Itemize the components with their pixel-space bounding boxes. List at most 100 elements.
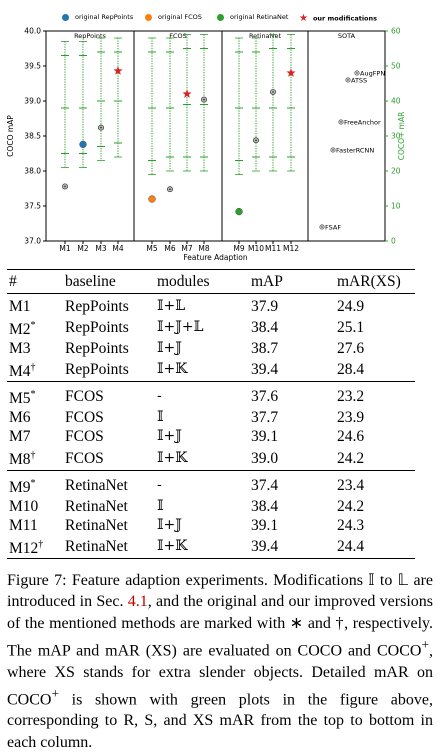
header-cell: mAP	[251, 273, 283, 290]
table-row: M5* FCOS - 37.6 23.2	[7, 381, 415, 409]
original-point	[79, 140, 87, 149]
row-id: M8†	[9, 450, 36, 469]
row-baseline: RetinaNet	[65, 476, 128, 494]
sota-point-center	[321, 226, 323, 228]
variant-point-center	[169, 188, 171, 190]
y-right-tick-label: 60	[391, 27, 401, 36]
sota-point-center	[356, 72, 358, 74]
sota-label: ATSS	[351, 77, 367, 85]
x-tick-label: M4	[112, 244, 123, 253]
section-reference-link[interactable]: 4.1	[127, 593, 148, 611]
figure-caption: Figure 7: Feature adaption experiments. …	[7, 570, 433, 753]
y-tick-label: 37.0	[24, 237, 41, 246]
variant-point-center	[64, 185, 66, 188]
row-mar-xs: 23.9	[337, 409, 365, 427]
table-row: M3 RepPoints 𝕀+𝕁 38.7 27.6	[7, 339, 415, 358]
row-modules: 𝕀+𝕂	[157, 449, 188, 466]
table-row: M6 FCOS 𝕀 37.7 23.9	[7, 408, 415, 427]
y-right-tick-label: 40	[391, 97, 401, 106]
sota-point-center	[332, 149, 334, 151]
table-row: M2* RepPoints 𝕀+𝕁+𝕃 38.4 25.1	[7, 316, 415, 339]
row-modules: 𝕀	[157, 409, 164, 426]
y-right-tick-label: 50	[391, 62, 401, 71]
row-map: 39.1	[251, 428, 279, 446]
table-row: M9* RetinaNet - 37.4 23.4	[7, 470, 415, 497]
x-tick-label: M10	[248, 244, 264, 253]
legend-label: our modifications	[312, 14, 378, 23]
legend-original-reppoints: original RepPoints	[62, 13, 133, 21]
y-axis-label: COCO mAP	[6, 115, 15, 157]
x-axis-label: Feature Adaption	[183, 253, 247, 262]
row-modules: -	[157, 388, 162, 405]
row-mar-xs: 24.9	[337, 298, 365, 315]
row-id: M11	[9, 516, 38, 534]
legend-original-retinanet: original RetinaNet	[217, 13, 288, 21]
row-mar-xs: 23.2	[337, 388, 365, 406]
sota-label: FasterRCNN	[336, 147, 374, 155]
legend-star-icon: ★	[299, 13, 308, 24]
y-tick-label: 38.5	[24, 132, 41, 141]
modification-star	[286, 68, 296, 77]
row-baseline: RetinaNet	[65, 516, 128, 534]
sota-point-center	[347, 79, 349, 81]
header-cell: #	[9, 273, 17, 290]
table-body: M9* RetinaNet - 37.4 23.4 M10 RetinaNet 𝕀 38.4 24…	[7, 470, 415, 559]
row-mar-xs: 24.2	[337, 497, 365, 515]
legend-original-fcos: original FCOS	[145, 13, 202, 21]
row-id: M9*	[9, 477, 36, 496]
y-right-tick-label: 10	[391, 202, 401, 211]
row-modules: 𝕀+𝕂	[157, 361, 188, 378]
row-baseline: RetinaNet	[65, 497, 128, 515]
row-modules: 𝕀+𝕁	[157, 340, 182, 357]
y-tick-label: 39.5	[24, 62, 41, 71]
row-map: 37.7	[251, 409, 279, 427]
sota-label: FreeAnchor	[344, 119, 381, 127]
sota-label: FSAF	[325, 224, 341, 232]
row-mar-xs: 23.4	[337, 476, 365, 494]
table-body: M5* FCOS - 37.6 23.2 M6 FCOS 𝕀 37.7 23.9 M7 FCOS 𝕀+𝕁…	[7, 381, 415, 470]
row-map: 37.4	[251, 476, 279, 494]
x-tick-label: M6	[164, 244, 175, 253]
caption-text: Figure 7: Feature adaption experiments. …	[7, 572, 433, 611]
table-row: M10 RetinaNet 𝕀 38.4 24.2	[7, 497, 415, 516]
row-baseline: FCOS	[65, 428, 104, 446]
row-modules: 𝕀+𝕁+𝕃	[157, 319, 204, 336]
row-id: M1	[9, 298, 31, 315]
row-id: M5*	[9, 389, 36, 408]
row-map: 38.4	[251, 497, 279, 515]
original-point	[235, 207, 243, 216]
row-id: M2*	[9, 320, 36, 339]
y-tick-label: 39.0	[24, 97, 41, 106]
x-tick-label: M2	[77, 244, 88, 253]
y-right-axis-label: COCO+ mAR	[397, 112, 406, 161]
header-cell: modules	[157, 273, 210, 290]
row-mar-xs: 24.6	[337, 428, 365, 446]
row-mar-xs: 25.1	[337, 319, 365, 337]
panel-title: RepPoints	[74, 32, 106, 40]
row-modules: 𝕀	[157, 497, 164, 514]
original-point	[148, 195, 156, 203]
row-baseline: FCOS	[65, 449, 104, 467]
row-map: 39.4	[251, 537, 279, 555]
table-body: M1 RepPoints 𝕀+𝕃 37.9 24.9 M2* RepPoints 𝕀+𝕁+𝕃 3…	[7, 294, 415, 382]
row-id: M6	[9, 409, 31, 427]
row-mar-xs: 27.6	[337, 340, 365, 358]
modification-star	[182, 89, 192, 98]
legend-dot-blue	[62, 13, 69, 21]
row-baseline: RepPoints	[65, 298, 129, 315]
row-baseline: RepPoints	[65, 361, 129, 379]
row-map: 38.4	[251, 319, 279, 337]
table-row: M1 RepPoints 𝕀+𝕃 37.9 24.9	[7, 294, 415, 317]
legend-dot-orange	[145, 13, 152, 21]
modification-star	[113, 66, 123, 75]
row-id: M10	[9, 497, 39, 515]
table-header-row: # baseline modules mAP mAR(XS)	[7, 269, 415, 294]
header-cell: baseline	[65, 273, 116, 290]
x-tick-label: M9	[233, 244, 244, 253]
plot-frame	[45, 30, 386, 242]
row-baseline: RepPoints	[65, 340, 129, 358]
row-map: 37.6	[251, 388, 279, 406]
variant-point-center	[272, 91, 274, 93]
row-id: M4†	[9, 362, 36, 381]
legend-our-modifications: ★ our modifications	[299, 13, 377, 24]
